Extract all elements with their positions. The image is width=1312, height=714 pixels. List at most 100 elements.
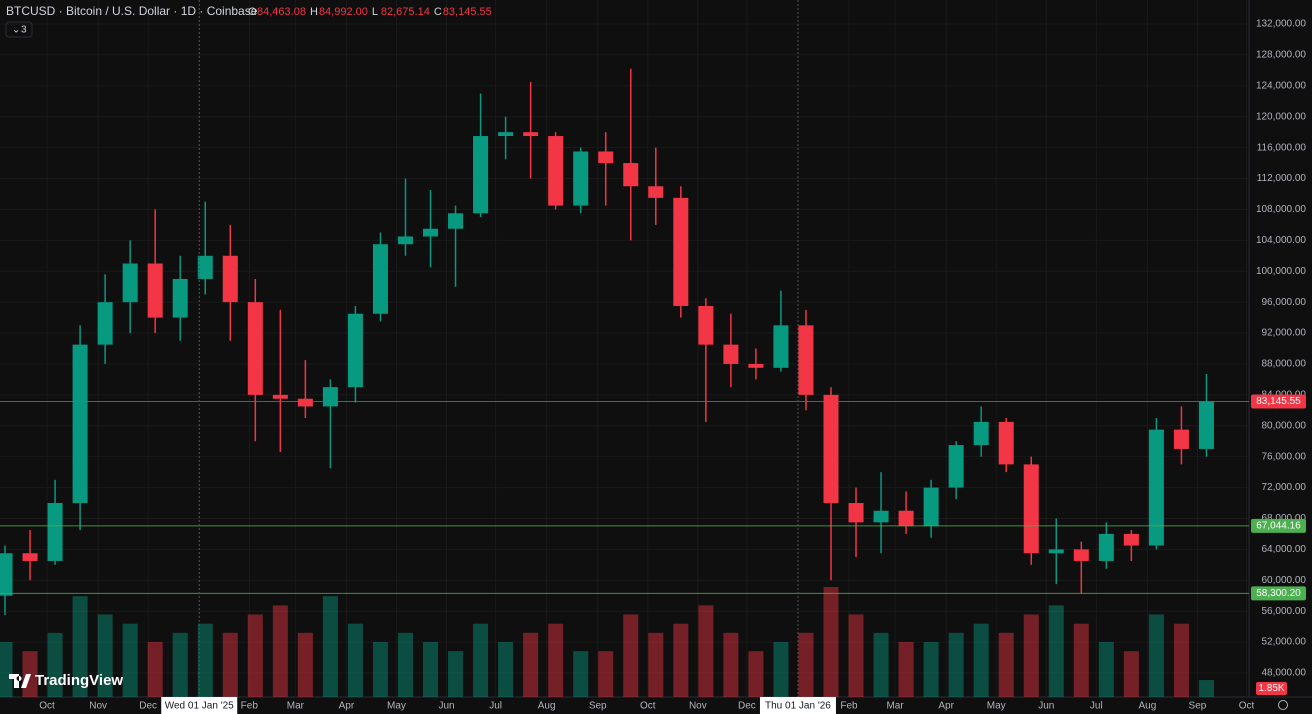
date-marker-label: Wed 01 Jan '25 — [165, 701, 234, 712]
volume-bar — [948, 632, 964, 697]
x-tick-label: Apr — [938, 701, 954, 712]
volume-bar — [0, 642, 13, 697]
logo-text: TradingView — [35, 672, 123, 689]
settings-icon[interactable] — [1278, 700, 1288, 710]
y-tick-label: 72,000.00 — [1262, 482, 1307, 493]
x-tick-label: Sep — [1189, 701, 1207, 712]
volume-tag-label: 1.85K — [1258, 683, 1284, 694]
candle-body — [1023, 464, 1039, 554]
volume-bar — [848, 614, 864, 697]
volume-bar — [598, 651, 614, 697]
volume-bar — [723, 632, 739, 697]
volume-bar — [222, 632, 238, 697]
candle-body — [1173, 429, 1189, 449]
candle-body — [723, 344, 739, 364]
y-tick-label: 128,000.00 — [1256, 50, 1306, 61]
volume-bar — [1198, 680, 1214, 697]
price-tag-label: 67,044.16 — [1256, 521, 1301, 532]
volume-bar — [322, 596, 338, 697]
symbol-title: BTCUSD · Bitcoin / U.S. Dollar · 1D · Co… — [6, 4, 258, 18]
volume-bar — [773, 642, 789, 697]
x-tick-label: Oct — [640, 701, 656, 712]
y-tick-label: 48,000.00 — [1262, 668, 1307, 679]
candle-body — [122, 263, 138, 303]
candle-body — [22, 553, 38, 561]
x-tick-label: Mar — [287, 701, 305, 712]
candle-body — [47, 503, 63, 561]
volume-bar — [1173, 623, 1189, 697]
x-tick-label: Jun — [438, 701, 454, 712]
x-tick-label: Dec — [738, 701, 756, 712]
x-tick-label: Nov — [89, 701, 107, 712]
volume-tag — [1256, 682, 1287, 695]
x-tick-label: Oct — [39, 701, 55, 712]
candle-body — [523, 132, 539, 137]
candle-body — [748, 363, 764, 368]
candle-body — [347, 313, 363, 388]
x-tick-label: Sep — [589, 701, 607, 712]
ohlc-key: O — [248, 6, 257, 18]
candle-body — [147, 263, 163, 318]
candle-body — [1198, 401, 1214, 449]
candle-body — [322, 387, 338, 407]
candle-body — [698, 306, 714, 345]
volume-bar — [397, 632, 413, 697]
volume-bar — [498, 642, 514, 697]
volume-bar — [798, 632, 814, 697]
date-marker-label: Thu 01 Jan '26 — [765, 701, 831, 712]
candle-body — [0, 553, 13, 596]
settings-gear[interactable] — [1278, 700, 1288, 710]
ohlc-key: L — [372, 6, 378, 18]
volume-bar — [698, 605, 714, 697]
candle-body — [1098, 533, 1114, 561]
candle-body — [1148, 429, 1164, 546]
volume-bar — [197, 623, 213, 697]
volume-bar — [448, 651, 464, 697]
volume-bar — [573, 651, 589, 697]
candle-body — [1073, 549, 1089, 561]
y-tick-label: 132,000.00 — [1256, 19, 1306, 30]
x-tick-label: Jul — [489, 701, 502, 712]
y-tick-label: 76,000.00 — [1262, 451, 1307, 462]
ohlc-value: 84,463.08 — [257, 6, 306, 18]
candle-body — [1048, 549, 1064, 554]
indicator-toggle[interactable] — [5, 21, 33, 38]
ohlc-value: 82,675.14 — [381, 6, 430, 18]
date-marker-tag — [161, 697, 238, 714]
volume-bar — [648, 632, 664, 697]
candle-body — [222, 255, 238, 303]
volume-bar — [973, 623, 989, 697]
candle-body — [873, 510, 889, 523]
candle-body — [898, 510, 914, 527]
price-tag-label: 58,300.20 — [1256, 588, 1301, 599]
x-tick-label: Apr — [339, 701, 355, 712]
y-tick-label: 100,000.00 — [1256, 266, 1306, 277]
volume-bar — [1098, 642, 1114, 697]
candle-body — [97, 302, 113, 345]
indicator-count: 3 — [21, 25, 27, 36]
candle-body — [548, 136, 564, 206]
ohlc-value: 84,992.00 — [319, 6, 368, 18]
candle-body — [272, 394, 288, 399]
y-tick-label: 92,000.00 — [1262, 328, 1307, 339]
candle-body — [623, 163, 639, 187]
volume-bar — [923, 642, 939, 697]
volume-bar — [1148, 614, 1164, 697]
volume-bar — [473, 623, 489, 697]
y-tick-label: 64,000.00 — [1262, 544, 1307, 555]
volume-bar — [72, 596, 88, 697]
ohlc-legend: O 84,463.08 H 84,992.00 L 82,675.14 C 83,145.55 — [248, 6, 492, 18]
volume-bar — [898, 642, 914, 697]
price-tag — [1251, 586, 1306, 601]
candle-body — [197, 255, 213, 279]
candle-body — [498, 132, 514, 137]
x-tick-label: May — [987, 701, 1006, 712]
candle-body — [448, 213, 464, 229]
x-tick-label: Aug — [1138, 701, 1156, 712]
candle-body — [973, 421, 989, 446]
volume-bar — [1073, 623, 1089, 697]
